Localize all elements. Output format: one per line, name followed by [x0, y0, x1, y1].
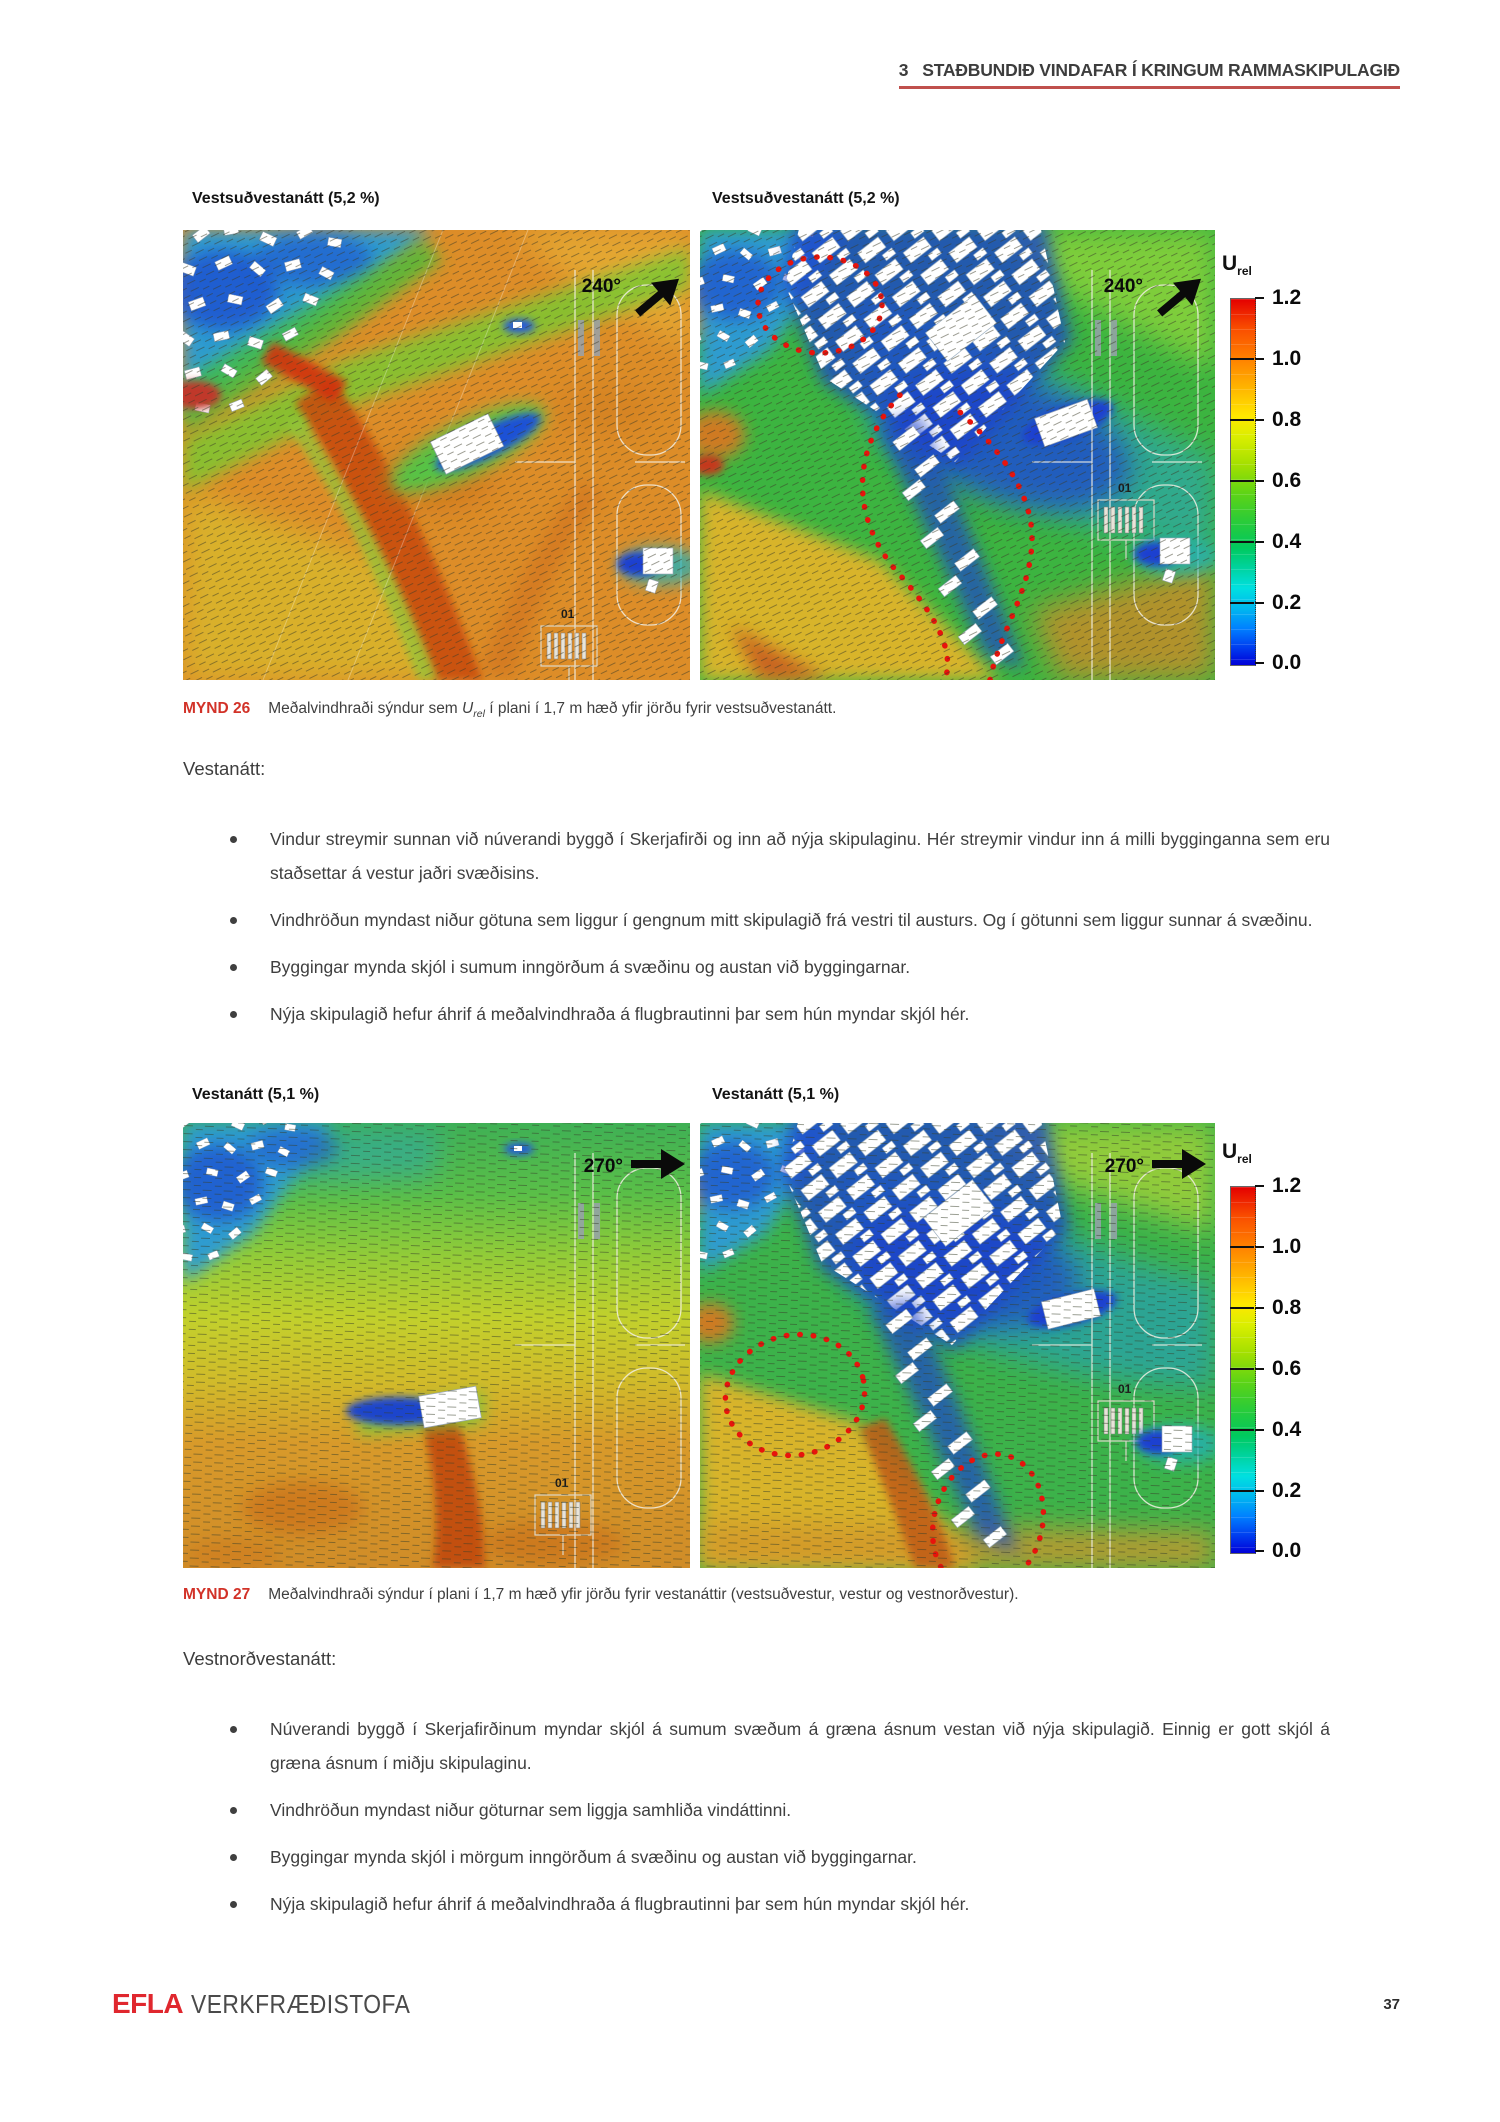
bullet-marker	[230, 1807, 237, 1814]
list-item: Byggingar mynda skjól i sumum inngörðum …	[222, 950, 1330, 984]
page-header: 3 STAÐBUNDIÐ VINDAFAR Í KRINGUM RAMMASKIP…	[898, 60, 1400, 89]
colorbar-tick: 0.8	[1272, 408, 1302, 431]
colorbar-tick: 0.4	[1272, 530, 1302, 553]
wind-direction-value: 240°	[582, 276, 621, 297]
colorbar-label: Urel	[1222, 252, 1252, 279]
colorbar-label: Urel	[1222, 1140, 1252, 1167]
wind-vector-texture	[183, 1123, 690, 1568]
page-number: 37	[1383, 1996, 1400, 2013]
fig2-colorbar: Urel 1.2 1.0 0.8 0.6 0.4 0.2 0.0	[1222, 1140, 1392, 1580]
colorbar-tick: 1.2	[1272, 286, 1302, 309]
page-title: STAÐBUNDIÐ VINDAFAR Í KRINGUM RAMMASKIPU…	[922, 60, 1400, 80]
colorbar-gradient	[1230, 298, 1256, 666]
fig2-caption: MYND 27 Meðalvindhraði sýndur í plani í 1…	[183, 1586, 1019, 1603]
fig2-left-title: Vestanátt (5,1 %)	[192, 1086, 320, 1103]
list-item: Vindhröðun myndast niður göturnar sem li…	[222, 1793, 1330, 1827]
colorbar-tick: 1.0	[1272, 347, 1302, 370]
list-item: Núverandi byggð í Skerjafirðinum myndar …	[222, 1712, 1330, 1780]
section-heading-vestnordvestanatt: Vestnorðvestanátt:	[183, 1648, 337, 1669]
list-item: Nýja skipulagið hefur áhrif á meðalvindh…	[222, 997, 1330, 1031]
wind-direction-value: 270°	[584, 1156, 623, 1177]
bullet-marker	[230, 836, 237, 843]
vestanatt-bullet-list: Vindur streymir sunnan við núverandi byg…	[222, 822, 1330, 1044]
fig1-right-title: Vestsuðvestanátt (5,2 %)	[712, 190, 900, 207]
colorbar-tick: 0.2	[1272, 1479, 1302, 1502]
list-item: Byggingar mynda skjól i mörgum inngörðum…	[222, 1840, 1330, 1874]
wind-vector-texture	[183, 230, 690, 680]
fig1-left-title: Vestsuðvestanátt (5,2 %)	[192, 190, 380, 207]
wind-map-fig2-existing: 270°	[183, 1123, 690, 1568]
bullet-marker	[230, 1726, 237, 1733]
colorbar-tick: 0.4	[1272, 1418, 1302, 1441]
fig1-caption: MYND 26 Meðalvindhraði sýndur sem Urel í …	[183, 700, 837, 721]
bullet-marker	[230, 1011, 237, 1018]
colorbar-gradient	[1230, 1186, 1256, 1554]
wind-vector-texture	[700, 230, 1215, 680]
fig1-caption-label: MYND 26	[183, 700, 251, 717]
wind-direction-value: 270°	[1105, 1156, 1144, 1177]
wind-direction-value: 240°	[1104, 276, 1143, 297]
efla-logo: EFLA VERKFRÆÐISTOFA	[112, 1988, 440, 2020]
wind-vector-texture	[700, 1123, 1215, 1568]
section-heading-vestanatt: Vestanátt:	[183, 758, 266, 779]
colorbar-tick: 0.0	[1272, 651, 1302, 674]
colorbar-tick: 1.2	[1272, 1174, 1302, 1197]
colorbar-tick: 0.8	[1272, 1296, 1302, 1319]
vestnordvestanatt-bullet-list: Núverandi byggð í Skerjafirðinum myndar …	[222, 1712, 1330, 1934]
fig2-caption-label: MYND 27	[183, 1586, 251, 1603]
colorbar-tick: 0.6	[1272, 1357, 1302, 1380]
bullet-marker	[230, 964, 237, 971]
fig1-colorbar: Urel 1.2 1.0 0.8 0.6 0.4 0.2 0.0	[1222, 252, 1392, 692]
efla-logo-text: EFLA	[112, 1988, 184, 2019]
list-item: Vindur streymir sunnan við núverandi byg…	[222, 822, 1330, 890]
bullet-marker	[230, 1901, 237, 1908]
bullet-marker	[230, 1854, 237, 1861]
section-number: 3	[898, 60, 909, 80]
colorbar-tick: 0.6	[1272, 469, 1302, 492]
wind-map-fig1-plan: 240°	[700, 230, 1215, 680]
list-item: Vindhröðun myndast niður götuna sem ligg…	[222, 903, 1330, 937]
list-item: Nýja skipulagið hefur áhrif á meðalvindh…	[222, 1887, 1330, 1921]
fig2-right-title: Vestanátt (5,1 %)	[712, 1086, 840, 1103]
wind-map-fig1-existing: 240°	[183, 230, 690, 680]
colorbar-tick: 0.2	[1272, 591, 1302, 614]
colorbar-tick: 1.0	[1272, 1235, 1302, 1258]
bullet-marker	[230, 917, 237, 924]
wind-map-fig2-plan: 270°	[700, 1123, 1215, 1568]
efla-logo-subtext: VERKFRÆÐISTOFA	[191, 1989, 411, 2019]
colorbar-tick: 0.0	[1272, 1539, 1302, 1562]
